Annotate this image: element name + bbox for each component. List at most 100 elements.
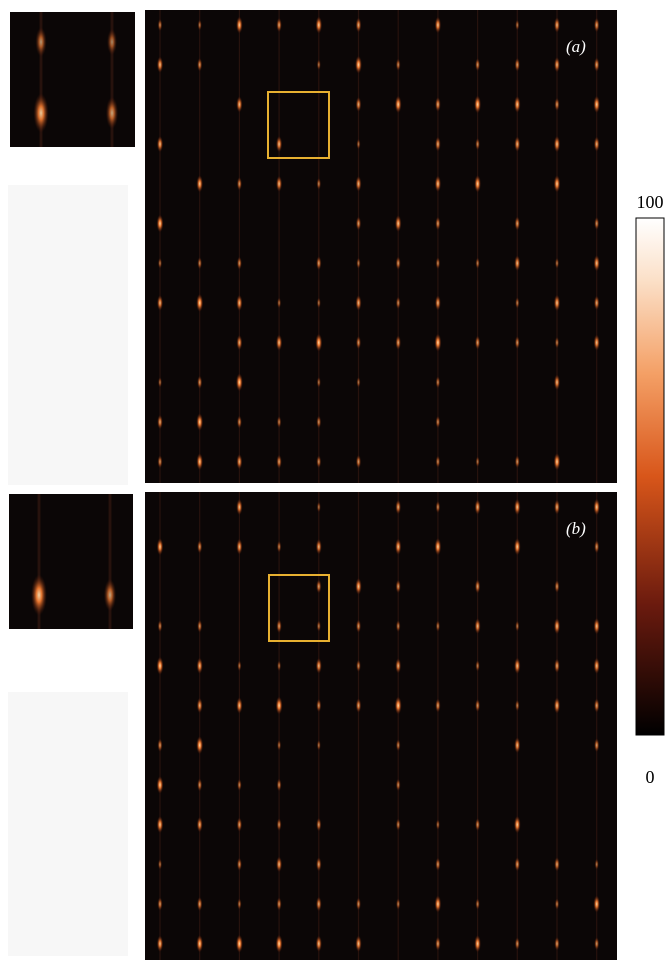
spot [235, 373, 243, 392]
spot [513, 815, 521, 834]
spot [276, 818, 282, 831]
colorbar [635, 217, 665, 736]
spot [514, 737, 521, 754]
spot [514, 857, 521, 872]
spot [356, 138, 361, 150]
spot [593, 295, 600, 311]
diffraction-map [145, 10, 617, 483]
spot [197, 58, 203, 72]
spot [594, 217, 600, 230]
spot [276, 454, 282, 469]
spot [514, 96, 521, 113]
spot [316, 857, 322, 872]
spot [515, 620, 520, 632]
spot [277, 660, 282, 672]
spot [156, 656, 164, 675]
spot [197, 19, 202, 31]
spot [594, 858, 599, 870]
spot [553, 135, 561, 153]
spot [514, 136, 521, 152]
spot [277, 297, 282, 309]
spot [554, 936, 560, 951]
spot [434, 895, 442, 913]
spot [593, 136, 600, 152]
spot [355, 578, 362, 595]
spot [237, 778, 242, 791]
spot [395, 579, 401, 594]
spot [475, 698, 481, 713]
spot [475, 138, 480, 151]
spot [474, 579, 481, 594]
spot [395, 818, 401, 831]
spot [515, 297, 520, 309]
spot [197, 778, 203, 792]
spot [276, 175, 283, 192]
spot [553, 175, 561, 193]
spot [434, 538, 442, 556]
spot [395, 739, 401, 752]
panel-label: (a) [566, 37, 586, 56]
spot [474, 618, 481, 634]
spot [315, 16, 323, 34]
spot [474, 935, 481, 953]
spot [196, 413, 204, 431]
spot [275, 696, 283, 715]
spot [475, 898, 480, 910]
spot [156, 214, 164, 233]
spot [554, 898, 560, 910]
spot [156, 776, 164, 794]
spot [395, 58, 401, 71]
spot [276, 778, 282, 792]
diffraction-map [145, 492, 617, 960]
spot [157, 738, 163, 752]
spot [593, 498, 600, 516]
spot [236, 454, 243, 470]
spot [553, 453, 561, 471]
spot [435, 415, 441, 429]
spot [593, 17, 600, 33]
spot [514, 255, 521, 272]
spot [355, 96, 362, 112]
zoom-box [268, 574, 330, 642]
spot [395, 499, 402, 515]
spot [157, 18, 163, 32]
spot [236, 538, 243, 555]
colorbar-label: 100 [637, 192, 664, 212]
spot [553, 697, 561, 714]
spot [356, 897, 361, 911]
spot [475, 58, 481, 72]
spot [276, 897, 282, 911]
spot [276, 416, 282, 428]
spot [196, 293, 204, 312]
spot [475, 257, 480, 269]
spot [435, 376, 441, 389]
spot [553, 294, 561, 312]
spot [435, 136, 441, 152]
spot [355, 698, 362, 713]
spot [316, 739, 321, 751]
spot [554, 257, 560, 269]
spot [553, 374, 561, 391]
spot [103, 578, 117, 612]
spot [514, 455, 520, 469]
spot [475, 660, 480, 672]
spot [157, 414, 163, 430]
spot [355, 17, 362, 33]
spot [435, 620, 441, 632]
spot [474, 175, 481, 193]
spot [355, 55, 362, 74]
spot [106, 28, 118, 56]
spot [237, 898, 242, 910]
spot [394, 215, 402, 232]
spot [474, 95, 482, 114]
spot [276, 856, 283, 873]
spot [554, 57, 560, 73]
spot [275, 135, 283, 153]
spot [395, 620, 401, 633]
spot [276, 17, 282, 33]
spot [316, 376, 321, 388]
spot [594, 738, 600, 753]
spot [157, 858, 163, 870]
spot [514, 657, 521, 675]
spot [236, 857, 242, 871]
